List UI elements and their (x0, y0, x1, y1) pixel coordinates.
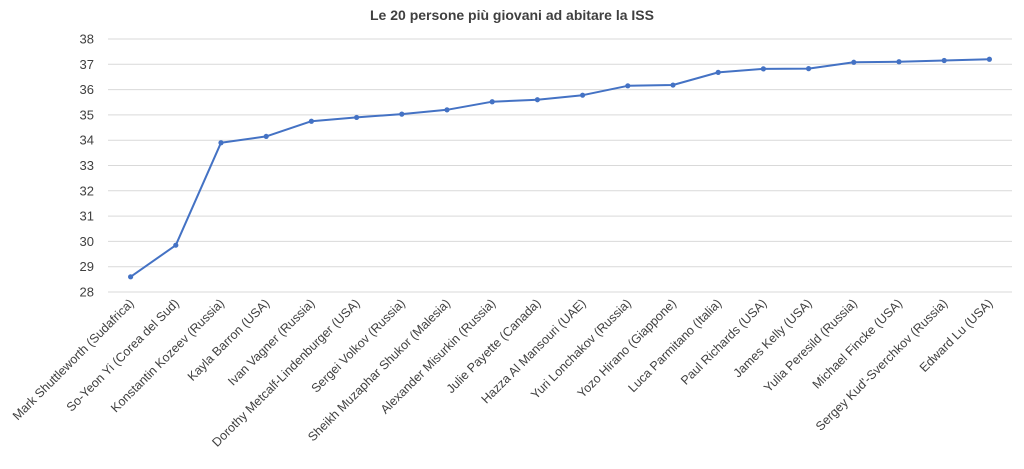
y-tick-label: 37 (80, 57, 94, 72)
data-point (218, 140, 224, 146)
x-tick-label: James Kelly (USA) (731, 296, 815, 380)
data-point (625, 83, 631, 89)
data-point (580, 92, 586, 98)
y-tick-label: 38 (80, 32, 94, 47)
x-tick-label: Michael Fincke (USA) (810, 296, 905, 391)
data-point (941, 57, 947, 64)
data-point (128, 274, 134, 280)
y-tick-label: 35 (80, 107, 94, 122)
data-point (173, 242, 179, 248)
y-tick-label: 33 (80, 158, 94, 173)
series-line (130, 58, 990, 278)
y-tick-label: 31 (80, 209, 94, 224)
data-point (263, 133, 269, 140)
data-point (715, 69, 721, 75)
data-point (534, 97, 541, 103)
data-point (670, 82, 676, 88)
data-point (896, 59, 902, 65)
x-tick-label: Kayla Barron (USA) (185, 296, 273, 384)
y-tick-label: 28 (80, 285, 94, 300)
data-point (444, 107, 450, 113)
chart-title: Le 20 persone più giovani ad abitare la … (370, 7, 654, 23)
y-tick-label: 32 (80, 183, 94, 198)
data-point (308, 118, 314, 124)
y-tick-label: 30 (80, 234, 94, 249)
y-tick-label: 34 (80, 133, 94, 148)
data-point (806, 66, 812, 72)
y-tick-label: 29 (80, 259, 94, 274)
data-point (399, 111, 405, 117)
data-point (760, 66, 767, 72)
x-tick-label: Ivan Vagner (Russia) (225, 296, 317, 388)
data-point (851, 59, 857, 65)
y-tick-label: 36 (80, 82, 94, 97)
data-point (489, 99, 495, 105)
data-point (354, 114, 360, 121)
data-point (986, 56, 993, 62)
x-tick-label: Paul Richards (USA) (678, 296, 769, 387)
